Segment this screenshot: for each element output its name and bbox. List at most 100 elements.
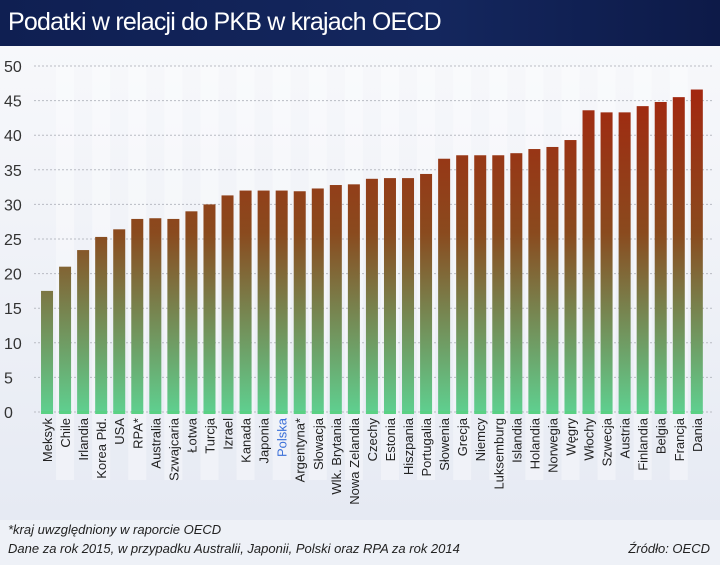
bar-Estonia — [383, 178, 396, 412]
bar-Włochy — [582, 110, 595, 413]
bar-Australia — [149, 218, 162, 412]
bar-base — [618, 411, 631, 414]
bar-Islandia — [510, 153, 523, 412]
bar-Japonia — [257, 190, 270, 412]
bar-base — [221, 411, 234, 414]
bar-base — [365, 411, 378, 414]
x-tick-label: Japonia — [257, 417, 272, 463]
x-tick-label: Włochy — [582, 418, 597, 461]
bar-base — [167, 411, 180, 414]
bar-base — [654, 411, 667, 414]
y-tick-label: 50 — [4, 59, 22, 76]
bar-Portugalia — [420, 173, 433, 412]
bar-base — [456, 411, 469, 414]
x-tick-label: Nowa Zelandia — [347, 417, 362, 504]
bar-Finlandia — [636, 106, 649, 413]
x-tick-label: Norwegia — [545, 417, 560, 473]
x-tick-label: Niemcy — [473, 418, 488, 462]
x-tick-label: Słowacja — [311, 417, 326, 470]
bar-Szwajcaria — [167, 218, 180, 412]
x-tick-label: Estonia — [383, 417, 398, 461]
footnote-data-years: Dane za rok 2015, w przypadku Australii,… — [8, 541, 460, 556]
y-tick-label: 10 — [4, 336, 22, 353]
bar-USA — [113, 229, 126, 412]
bar-Luksemburg — [492, 155, 505, 412]
x-tick-label: Dania — [690, 417, 705, 452]
bar-base — [564, 411, 577, 414]
bar-Turcja — [203, 204, 216, 412]
bar-base — [582, 411, 595, 414]
x-tick-label: Turcja — [202, 417, 217, 453]
bar-base — [59, 411, 72, 414]
bar-Łotwa — [185, 211, 198, 412]
x-tick-label: Szwajcaria — [166, 417, 181, 481]
bar-base — [510, 411, 523, 414]
y-tick-label: 15 — [4, 301, 22, 318]
bar-base — [95, 411, 108, 414]
y-tick-label: 30 — [4, 197, 22, 214]
bar-base — [672, 411, 685, 414]
bar-Meksyk — [41, 290, 54, 412]
x-tick-label: Portugalia — [419, 417, 434, 476]
x-tick-label: Chile — [58, 418, 73, 448]
bar-Norwegia — [546, 146, 559, 413]
bar-base — [347, 411, 360, 414]
bar-Węgry — [564, 140, 577, 412]
bar-base — [239, 411, 252, 414]
footnote-asterisk: *kraj uwzględniony w raporcie OECD — [8, 522, 222, 537]
x-tick-label: Luksemburg — [491, 418, 506, 490]
bar-base — [41, 411, 54, 414]
bar-base — [275, 411, 288, 414]
bar-Wlk. Brytania — [329, 185, 342, 412]
bar-Argentyna* — [293, 191, 306, 412]
y-tick-label: 45 — [4, 94, 22, 111]
bar-base — [329, 411, 342, 414]
x-tick-label: USA — [112, 418, 127, 445]
x-tick-label: Francja — [672, 417, 687, 461]
x-tick-label: Czechy — [365, 418, 380, 462]
x-tick-label: RPA* — [130, 418, 145, 449]
x-tick-label: Finlandia — [636, 417, 651, 471]
bar-Irlandia — [77, 250, 90, 412]
x-tick-label: Węgry — [563, 418, 578, 456]
y-tick-label: 35 — [4, 163, 22, 180]
header: Podatki w relacji do PKB w krajach OECD — [0, 0, 720, 46]
x-tick-label: Szwecja — [600, 417, 615, 466]
bar-base — [636, 411, 649, 414]
bar-Grecja — [456, 155, 469, 412]
bar-base — [77, 411, 90, 414]
bar-Słowenia — [438, 158, 451, 412]
bar-Hiszpania — [402, 178, 415, 412]
bar-base — [690, 411, 703, 414]
bar-Polska — [275, 190, 288, 412]
y-tick-label: 5 — [4, 370, 13, 387]
bar-Słowacja — [311, 188, 324, 412]
bar-Belgia — [654, 101, 667, 412]
x-tick-label: Kanada — [239, 417, 254, 463]
x-tick-label: Korea Płd. — [94, 418, 109, 479]
x-tick-label: Izrael — [221, 418, 236, 450]
x-tick-label: Argentyna* — [293, 418, 308, 482]
y-tick-label: 25 — [4, 232, 22, 249]
bar-Chile — [59, 266, 72, 412]
bar-Niemcy — [474, 155, 487, 412]
source-label: Źródło: OECD — [628, 541, 710, 556]
y-tick-label: 40 — [4, 128, 22, 145]
bar-base — [311, 411, 324, 414]
bar-base — [438, 411, 451, 414]
bar-base — [600, 411, 613, 414]
bar-base — [383, 411, 396, 414]
bar-Szwecja — [600, 112, 613, 412]
bar-base — [185, 411, 198, 414]
bar-Holandia — [528, 149, 541, 413]
x-tick-label: Słowenia — [437, 417, 452, 471]
x-tick-label: Islandia — [509, 417, 524, 463]
bar-base — [131, 411, 144, 414]
bar-base — [113, 411, 126, 414]
x-tick-label: Holandia — [527, 417, 542, 469]
x-tick-label: Austria — [618, 417, 633, 458]
bar-Nowa Zelandia — [347, 184, 360, 412]
y-tick-label: 0 — [4, 405, 13, 422]
bar-Izrael — [221, 195, 234, 412]
